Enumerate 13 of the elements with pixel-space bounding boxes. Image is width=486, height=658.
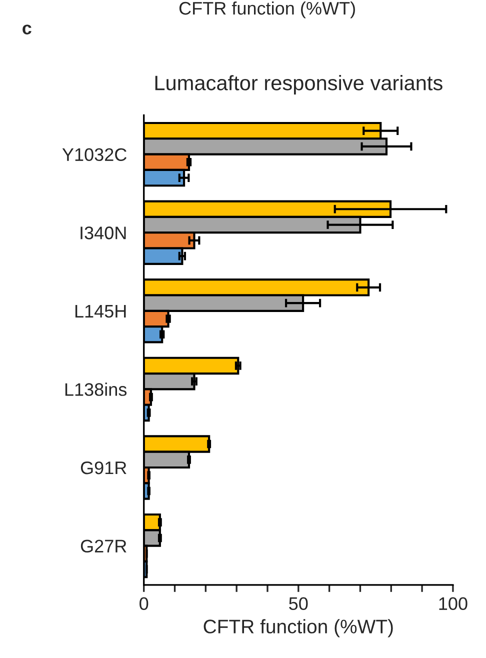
x-tick-label: 100 xyxy=(439,597,468,610)
x-tick-label: 50 xyxy=(289,597,308,610)
x-axis-title: CFTR function (%WT) xyxy=(204,619,393,638)
text: c xyxy=(22,24,32,34)
x-tick-label: 0 xyxy=(140,597,148,610)
chart-title: Lumacaftor responsive variants xyxy=(155,75,442,94)
y-tick-label: G27R xyxy=(80,540,126,553)
y-tick-label: G91R xyxy=(80,461,126,474)
y-tick-label: L138ins xyxy=(65,382,127,396)
y-tick-label: Y1032C xyxy=(62,148,127,162)
text: CFTR function (%WT) xyxy=(179,1,355,18)
y-tick-label: L145H xyxy=(75,305,126,318)
y-tick-label: I340N xyxy=(80,226,126,240)
